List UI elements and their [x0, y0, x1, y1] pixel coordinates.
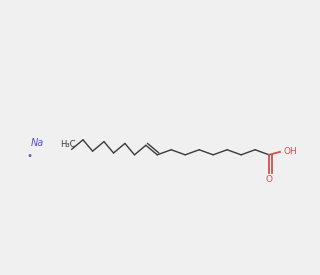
- Text: ∙: ∙: [26, 151, 32, 161]
- Text: H₃C: H₃C: [60, 139, 76, 149]
- Text: O: O: [266, 175, 273, 184]
- Text: Na: Na: [31, 138, 44, 148]
- Text: OH: OH: [284, 147, 298, 156]
